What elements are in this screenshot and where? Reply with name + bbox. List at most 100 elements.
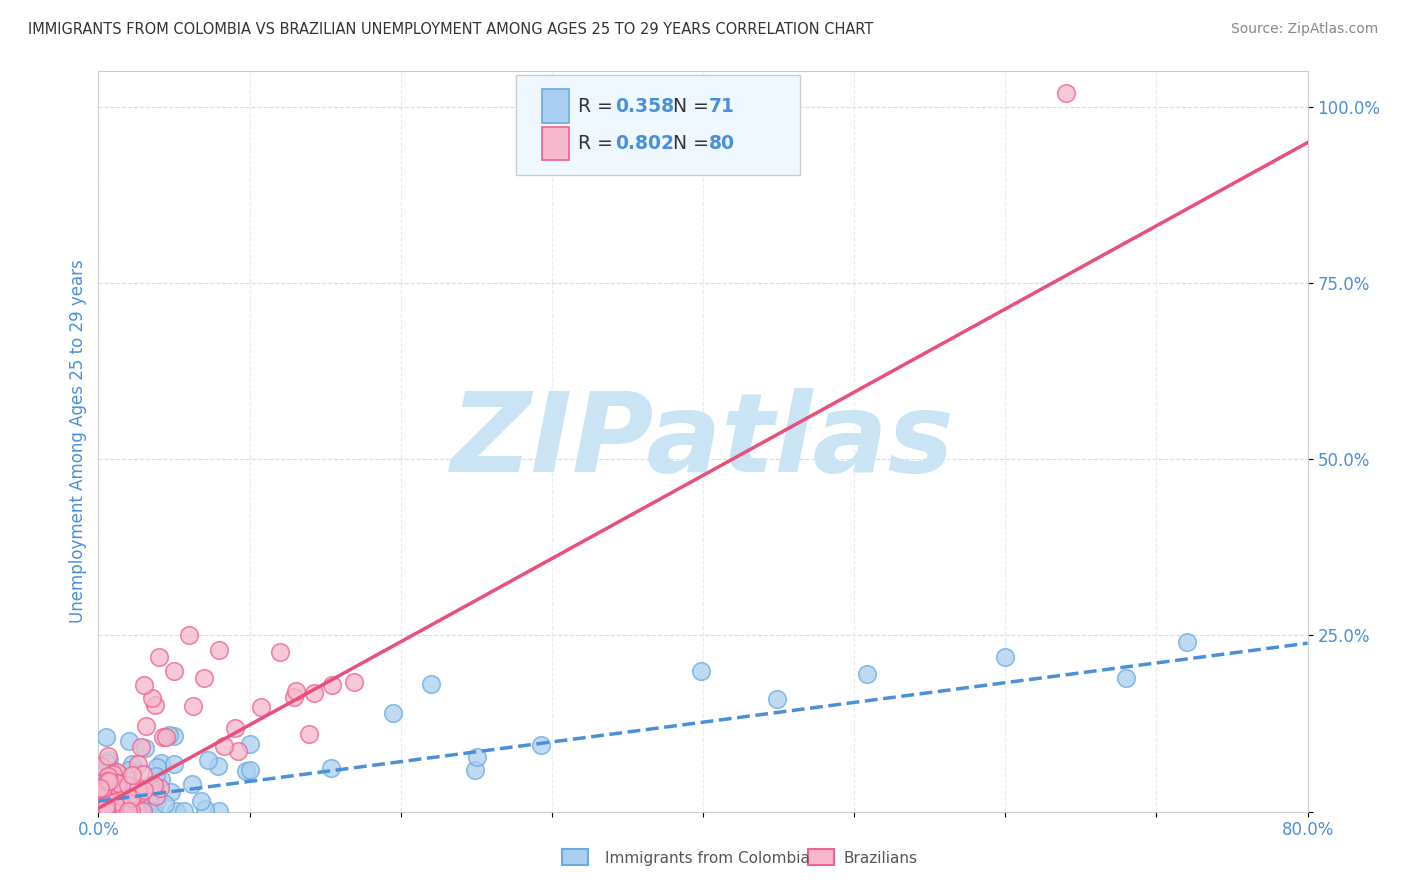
Point — [98, 804, 121, 818]
Point — [101, 804, 124, 818]
Text: N =: N = — [661, 96, 714, 116]
Point — [224, 721, 246, 735]
Point — [163, 729, 186, 743]
Point — [94, 730, 117, 744]
Point — [1175, 635, 1198, 649]
Point — [298, 727, 321, 741]
Point — [96, 804, 118, 818]
FancyBboxPatch shape — [543, 89, 569, 123]
Point — [98, 773, 121, 788]
Point — [103, 766, 125, 780]
Point — [132, 804, 155, 818]
Point — [107, 781, 129, 796]
Point — [124, 793, 146, 807]
Point — [94, 804, 117, 818]
Point — [180, 777, 202, 791]
Point — [249, 700, 271, 714]
Point — [96, 756, 118, 771]
Point — [89, 804, 111, 818]
Point — [135, 804, 157, 818]
Point — [153, 797, 176, 811]
Point — [766, 692, 789, 706]
Point — [321, 678, 343, 692]
Point — [104, 804, 127, 818]
Point — [97, 804, 120, 818]
Text: IMMIGRANTS FROM COLOMBIA VS BRAZILIAN UNEMPLOYMENT AMONG AGES 25 TO 29 YEARS COR: IMMIGRANTS FROM COLOMBIA VS BRAZILIAN UN… — [28, 22, 873, 37]
Point — [179, 628, 201, 642]
Text: Source: ZipAtlas.com: Source: ZipAtlas.com — [1230, 22, 1378, 37]
Point — [163, 664, 186, 678]
Point — [283, 690, 305, 705]
Point — [90, 776, 112, 790]
Point — [208, 642, 231, 657]
Point — [112, 804, 135, 818]
Point — [96, 804, 118, 818]
Point — [160, 785, 183, 799]
Point — [1115, 671, 1137, 685]
Point — [128, 789, 150, 803]
Point — [96, 799, 118, 814]
Point — [91, 804, 114, 818]
Point — [239, 764, 262, 778]
Point — [93, 780, 115, 795]
Point — [121, 756, 143, 771]
Point — [131, 785, 153, 799]
Point — [146, 794, 169, 808]
Point — [98, 799, 121, 814]
Point — [143, 698, 166, 712]
Point — [1054, 86, 1077, 100]
Point — [89, 804, 111, 818]
Point — [467, 750, 489, 764]
Point — [108, 797, 131, 812]
Text: 0.802: 0.802 — [614, 134, 673, 153]
Point — [127, 757, 149, 772]
Point — [97, 769, 120, 783]
Point — [91, 767, 114, 781]
Point — [114, 801, 136, 815]
Point — [96, 774, 118, 789]
Point — [91, 804, 114, 818]
Point — [96, 804, 118, 818]
Point — [197, 753, 219, 767]
Point — [181, 699, 204, 714]
Point — [148, 649, 170, 664]
Point — [134, 741, 156, 756]
Point — [145, 768, 167, 782]
Point — [530, 738, 553, 752]
Point — [121, 804, 143, 818]
Point — [212, 739, 235, 754]
Point — [149, 772, 172, 786]
Point — [94, 787, 117, 801]
Point — [319, 761, 342, 775]
Point — [131, 740, 153, 755]
Point — [285, 684, 308, 698]
Point — [91, 787, 114, 801]
Point — [127, 781, 149, 796]
Point — [464, 763, 486, 777]
Point — [89, 781, 111, 796]
Point — [93, 804, 115, 818]
Point — [90, 759, 112, 773]
Point — [118, 804, 141, 818]
Point — [146, 788, 169, 802]
Point — [129, 804, 152, 818]
Point — [104, 786, 127, 800]
Point — [89, 800, 111, 814]
Point — [100, 775, 122, 789]
Point — [150, 756, 173, 770]
Point — [89, 801, 111, 815]
Point — [105, 776, 128, 790]
Point — [107, 776, 129, 790]
Point — [115, 804, 138, 818]
Point — [302, 686, 325, 700]
FancyBboxPatch shape — [516, 75, 800, 175]
Point — [118, 763, 141, 777]
Point — [97, 791, 120, 805]
Point — [101, 804, 124, 818]
Point — [420, 677, 443, 691]
Text: R =: R = — [578, 134, 619, 153]
Point — [94, 792, 117, 806]
Text: 71: 71 — [709, 96, 735, 116]
Point — [94, 804, 117, 818]
Point — [690, 664, 713, 678]
